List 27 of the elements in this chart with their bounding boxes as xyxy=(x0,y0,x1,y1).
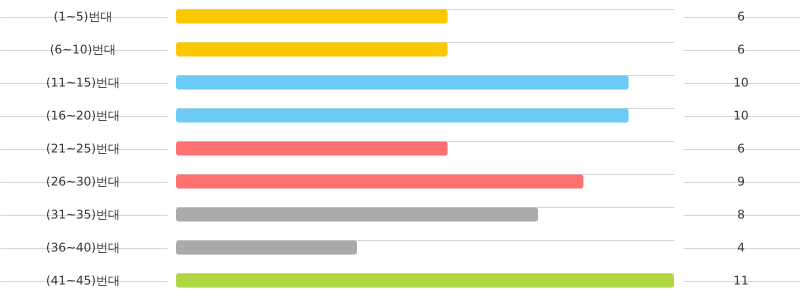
bar xyxy=(176,75,629,90)
y-tick-label: (6~10)번대 xyxy=(50,42,116,56)
y-tick-label: (36~40)번대 xyxy=(46,240,120,254)
y-tick-label: (1~5)번대 xyxy=(54,10,112,24)
bar xyxy=(176,174,584,189)
data-label: 4 xyxy=(737,240,745,254)
bar xyxy=(176,42,448,56)
y-tick-label: (16~20)번대 xyxy=(46,108,120,122)
data-label: 6 xyxy=(737,142,745,156)
bar xyxy=(176,108,629,123)
data-label: 11 xyxy=(733,274,749,288)
bar xyxy=(176,141,448,156)
bar xyxy=(176,9,448,24)
y-tick-label: (41~45)번대 xyxy=(46,274,120,288)
bar xyxy=(176,207,538,222)
bar xyxy=(176,274,674,288)
data-label: 6 xyxy=(737,10,745,24)
y-tick-label: (31~35)번대 xyxy=(46,208,120,222)
y-tick-label: (21~25)번대 xyxy=(46,142,120,156)
bar xyxy=(176,240,358,255)
data-label: 9 xyxy=(737,174,745,188)
y-tick-label: (26~30)번대 xyxy=(46,174,120,188)
data-label: 6 xyxy=(737,42,745,56)
y-tick-label: (11~15)번대 xyxy=(46,76,120,90)
data-label: 8 xyxy=(737,208,745,222)
data-label: 10 xyxy=(733,76,749,90)
data-label: 10 xyxy=(733,108,749,122)
